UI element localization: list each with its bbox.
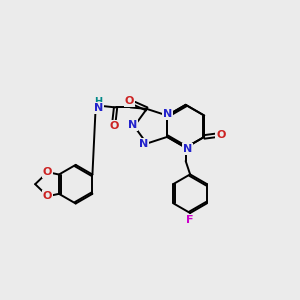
Text: O: O [124, 96, 134, 106]
Text: O: O [216, 130, 226, 140]
Text: N: N [163, 109, 172, 119]
Text: O: O [43, 167, 52, 177]
Text: H: H [94, 98, 103, 107]
Text: N: N [128, 120, 137, 130]
Text: N: N [182, 144, 192, 154]
Text: N: N [94, 103, 103, 113]
Text: N: N [139, 139, 148, 148]
Text: F: F [186, 214, 194, 224]
Text: O: O [43, 191, 52, 201]
Text: O: O [110, 121, 119, 131]
